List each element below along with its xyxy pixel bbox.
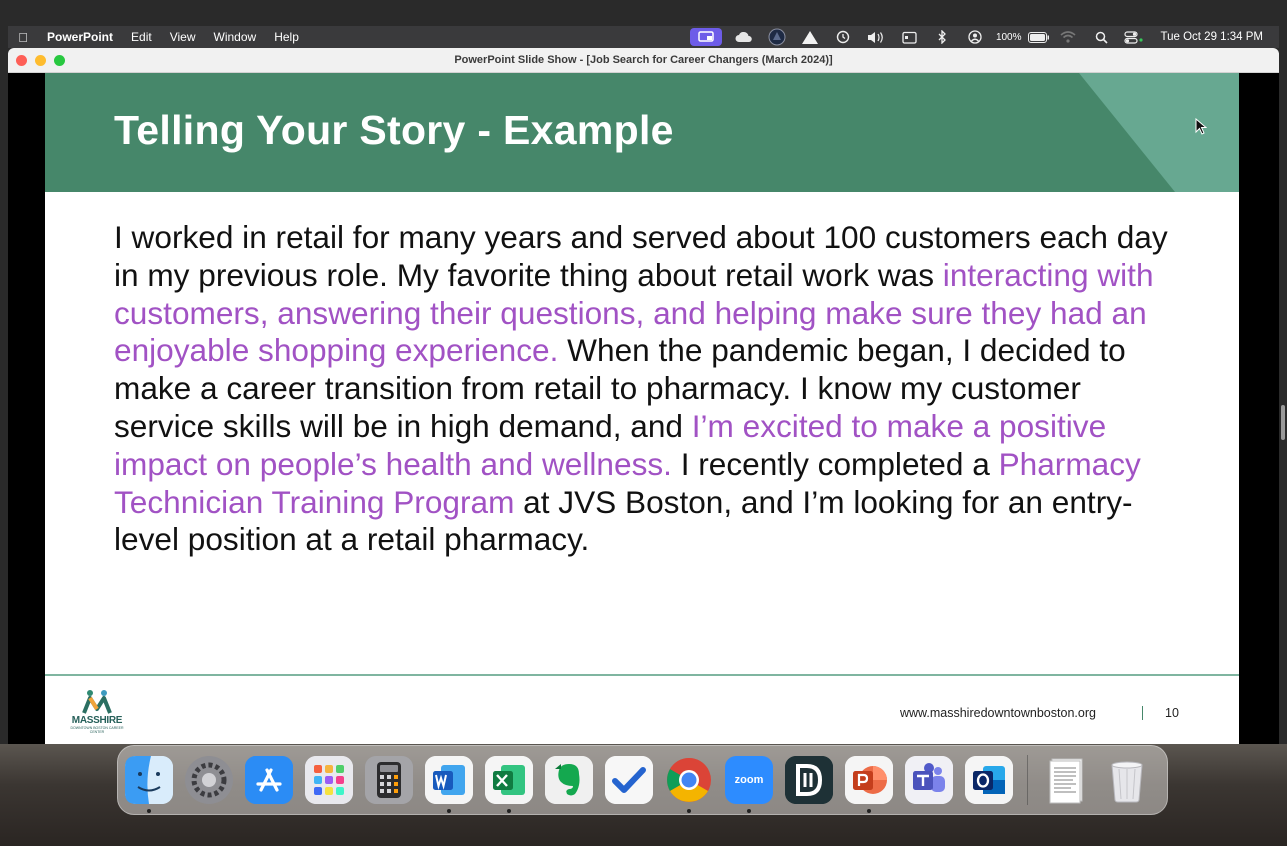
dock-todo-icon[interactable] [605,756,653,804]
menu-help[interactable]: Help [274,30,299,44]
body-text-2: When the pandemic began, I decided to ma… [114,332,1126,444]
menu-edit[interactable]: Edit [131,30,152,44]
dock-finder-icon[interactable] [125,756,173,813]
menu-window[interactable]: Window [213,30,257,44]
dock-excel-icon[interactable] [485,756,533,813]
logo-subtext: DOWNTOWN BOSTON CAREER CENTER [70,726,124,734]
status-area: 100% Tue Oct 29 1:34 PM [689,26,1279,48]
dock-document-stack-icon[interactable] [1043,756,1091,804]
logo-wordmark: MASSHIRE [71,715,123,726]
body-text-4: at JVS Boston, and I’m looking for an en… [114,483,1133,558]
dock-running-indicator [447,809,451,813]
dock-dashlane-icon[interactable] [785,756,833,804]
slide-body-text: I worked in retail for many years and se… [114,219,1174,559]
vpn-icon[interactable] [761,26,794,48]
body-text-1: I worked in retail for many years and se… [114,219,1168,293]
slide[interactable]: Telling Your Story - Example I worked in… [45,73,1239,744]
zoom-label: zoom [734,774,764,786]
maximize-window-button[interactable] [54,54,65,66]
slide-title: Telling Your Story - Example [114,107,674,153]
menu-bar:  PowerPoint Edit View Window Help [8,26,1279,48]
dock-evernote-icon[interactable] [545,756,593,804]
time-machine-icon[interactable] [827,26,860,48]
dock-teams-icon[interactable] [905,756,953,804]
footer-separator [1142,706,1143,720]
window-controls [8,54,65,66]
dock-chrome-icon[interactable] [665,756,713,813]
apple-menu-icon[interactable]:  [8,30,38,45]
dock-running-indicator [507,809,511,813]
battery-percent: 100% [995,31,1022,43]
search-icon[interactable] [1085,26,1118,48]
dock-settings-icon[interactable] [185,756,233,804]
dock-running-indicator [867,809,871,813]
menu-clock[interactable]: Tue Oct 29 1:34 PM [1160,31,1263,43]
wifi-icon[interactable] [1052,26,1085,48]
dock: zoom [117,745,1168,815]
mouse-cursor-icon [1195,118,1207,135]
volume-icon[interactable] [860,26,893,48]
bluetooth-icon[interactable] [926,26,959,48]
window-titlebar[interactable]: PowerPoint Slide Show - [Job Search for … [8,48,1279,73]
window-title: PowerPoint Slide Show - [Job Search for … [454,54,833,66]
edge-scroll-handle[interactable] [1281,405,1285,440]
battery-icon[interactable] [1026,26,1052,48]
dock-running-indicator [747,809,751,813]
powerpoint-window: PowerPoint Slide Show - [Job Search for … [8,48,1279,744]
calendar-icon[interactable] [893,26,926,48]
screen-share-icon[interactable] [689,28,722,46]
dock-outlook-icon[interactable] [965,756,1013,804]
body-highlight-3: Pharmacy Technician Training Program [114,445,1141,520]
drive-icon[interactable] [794,26,827,48]
slide-header-band: Telling Your Story - Example [45,73,1239,192]
dock-word-icon[interactable] [425,756,473,813]
menu-app-name[interactable]: PowerPoint [47,30,114,44]
footer-divider [45,674,1239,676]
dock-running-indicator [147,809,151,813]
footer-url: www.masshiredowntownboston.org [900,706,1096,720]
dock-divider [1027,755,1028,805]
dock-calculator-icon[interactable] [365,756,413,804]
close-window-button[interactable] [16,54,27,66]
body-text-3: I recently completed a [671,445,999,482]
minimize-window-button[interactable] [35,54,46,66]
body-highlight-1: interacting with customers, answering th… [114,256,1154,369]
menu-view[interactable]: View [169,30,196,44]
masshire-logo: MASSHIRE DOWNTOWN BOSTON CAREER CENTER [67,689,127,735]
masshire-figures-icon [82,690,112,714]
dock-trash-icon[interactable] [1103,756,1151,804]
dock-appstore-icon[interactable] [245,756,293,804]
user-icon[interactable] [959,26,992,48]
slide-page-number: 10 [1165,706,1179,720]
header-accent-shape [1079,73,1239,192]
dock-powerpoint-icon[interactable] [845,756,893,813]
dock-zoom-icon[interactable]: zoom [725,756,773,813]
control-center-icon[interactable] [1118,26,1151,48]
dock-launchpad-icon[interactable] [305,756,353,804]
dock-running-indicator [687,809,691,813]
cloud-icon[interactable] [728,26,761,48]
body-highlight-2: I’m excited to make a positive impact on… [114,407,1107,482]
